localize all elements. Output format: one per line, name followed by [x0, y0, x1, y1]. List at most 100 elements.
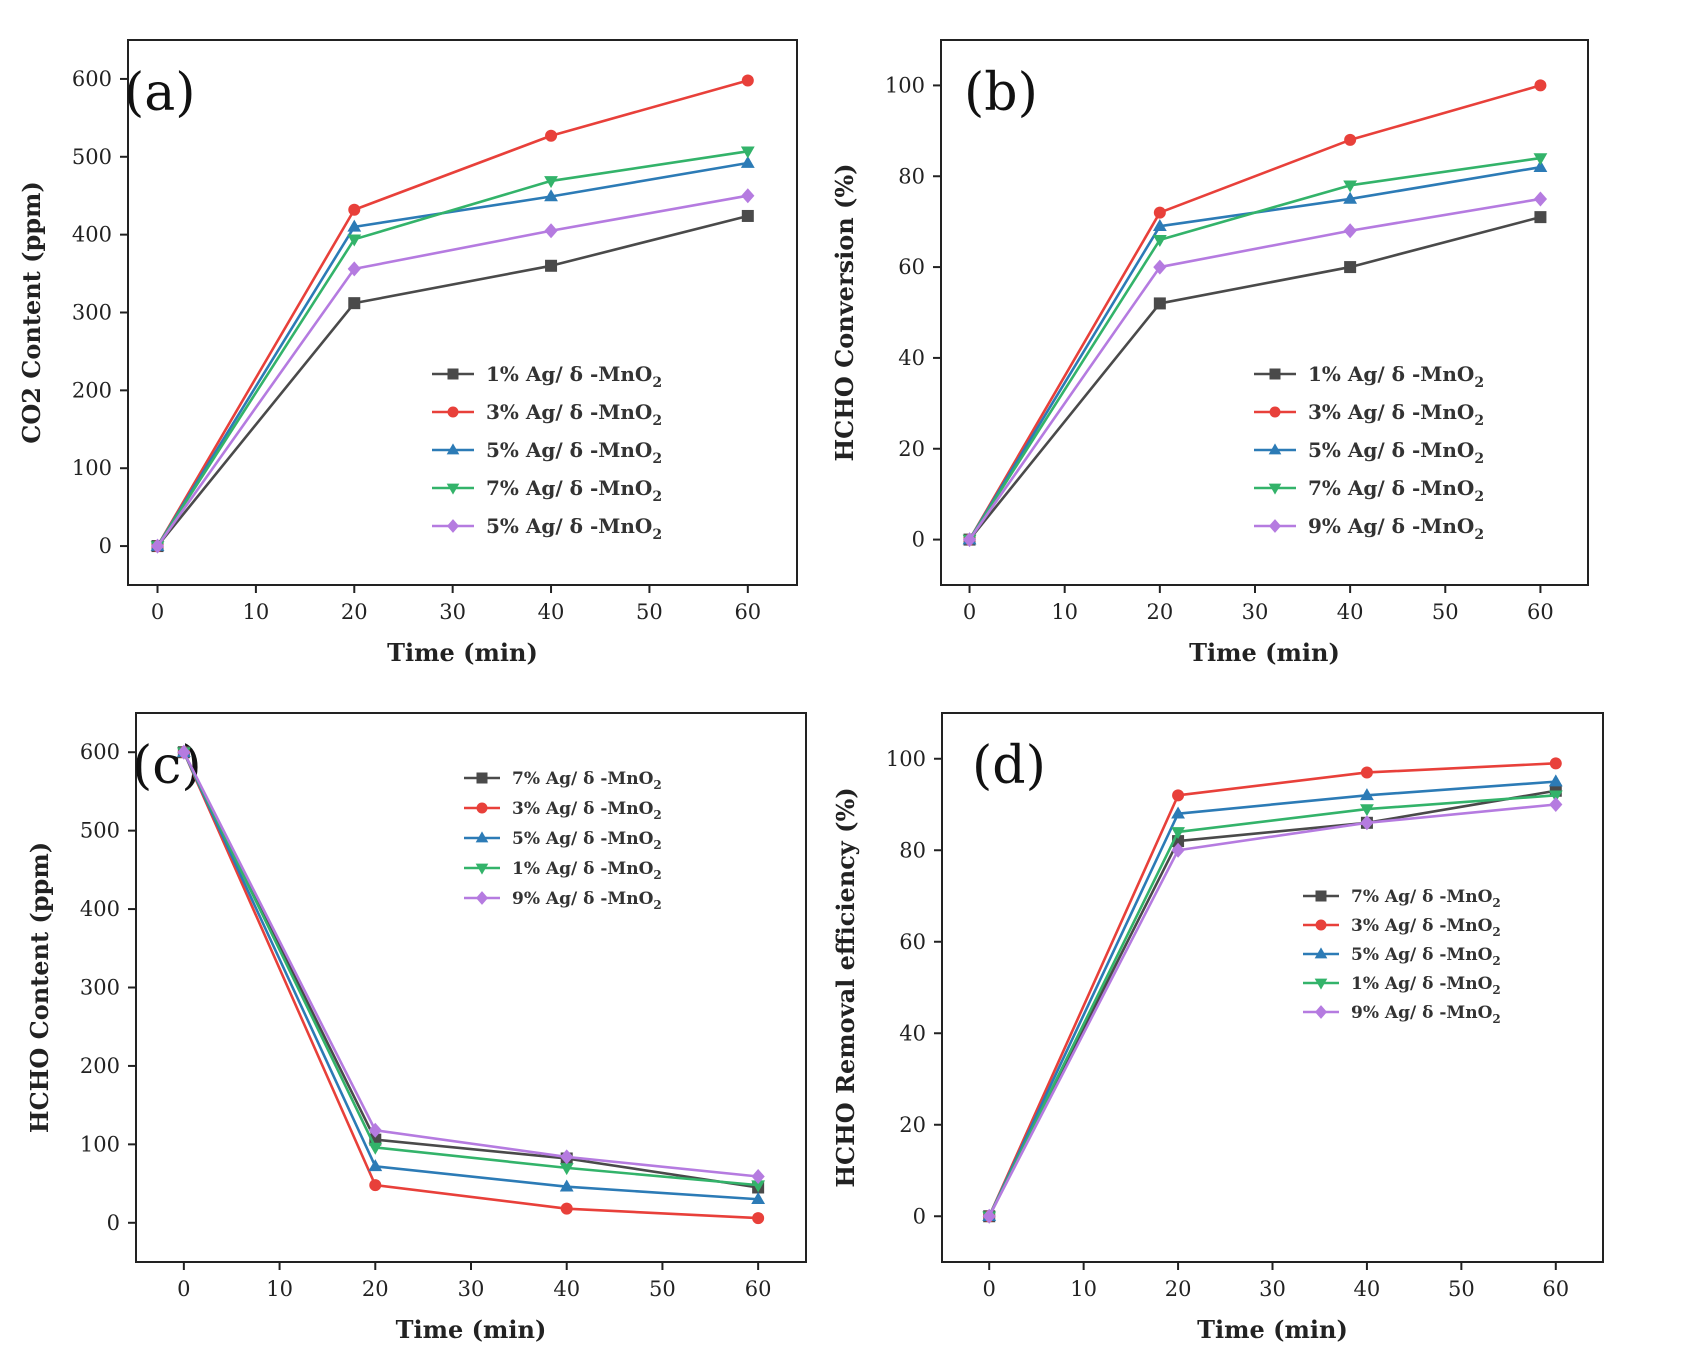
x-tick-label: 10: [243, 600, 270, 624]
data-point: [369, 1179, 382, 1192]
y-tick-label: 80: [898, 164, 925, 188]
legend-label: 5% Ag/ δ -MnO2: [1308, 438, 1484, 467]
series-line: [182, 751, 759, 1189]
y-tick-label: 60: [898, 255, 925, 279]
panel-label: (a): [124, 63, 196, 123]
y-axis-title: HCHO Content (ppm): [25, 842, 54, 1133]
y-tick-label: 100: [72, 456, 112, 480]
data-point: [559, 1179, 574, 1192]
y-tick-label: 300: [80, 976, 120, 1000]
series-line: [988, 794, 1556, 1217]
data-point: [348, 297, 361, 310]
series-line: [156, 194, 749, 547]
x-tick-label: 50: [649, 1277, 676, 1301]
y-tick-label: 80: [899, 838, 926, 862]
legend-item: 7% Ag/ δ -MnO2: [432, 476, 662, 505]
data-point: [1153, 259, 1167, 275]
y-tick-label: 40: [899, 1021, 926, 1045]
x-tick-label: 30: [1259, 1277, 1286, 1301]
y-tick-label: 100: [80, 1132, 120, 1156]
data-point: [1153, 297, 1166, 310]
series-3: [176, 745, 766, 1205]
legend-swatch-marker: [1315, 919, 1327, 931]
legend-swatch-marker: [475, 831, 489, 843]
legend-swatch-marker: [447, 406, 459, 418]
series-3: [982, 774, 1563, 1222]
legend-swatch-marker: [1269, 406, 1281, 418]
data-point: [751, 1192, 766, 1205]
data-point: [1360, 815, 1374, 831]
data-point: [368, 1122, 382, 1138]
y-tick-label: 20: [898, 437, 925, 461]
data-point: [545, 129, 558, 142]
x-tick-label: 40: [553, 1277, 580, 1301]
legend-item: 1% Ag/ δ -MnO2: [1303, 974, 1501, 997]
series-line: [156, 161, 749, 547]
data-point: [1171, 827, 1185, 840]
data-point: [1153, 206, 1166, 219]
x-tick-label: 50: [636, 600, 663, 624]
y-tick-label: 60: [899, 930, 926, 954]
chart-panel-d: 0 10 20 30 40 50 60 0 20 40 60 80 100 Time (min) HCHO …: [831, 712, 1604, 1344]
legend-swatch-marker: [446, 443, 460, 455]
legend-label: 7% Ag/ δ -MnO2: [512, 769, 662, 792]
x-axis-title: Time (min): [396, 1315, 547, 1344]
data-point: [1533, 153, 1548, 166]
data-point: [1343, 180, 1358, 193]
legend-label: 1% Ag/ δ -MnO2: [512, 859, 662, 882]
legend-label: 7% Ag/ δ -MnO2: [486, 476, 662, 505]
data-point: [741, 74, 754, 87]
data-point: [560, 1149, 574, 1165]
y-tick-label: 500: [80, 819, 120, 843]
panel-label: (b): [964, 63, 1038, 123]
data-point: [347, 234, 362, 247]
data-point: [1534, 79, 1547, 92]
legend-item: 9% Ag/ δ -MnO2: [1254, 514, 1484, 543]
legend-label: 9% Ag/ δ -MnO2: [1308, 514, 1484, 543]
legend-item: 1% Ag/ δ -MnO2: [432, 362, 662, 391]
data-point: [1152, 219, 1167, 232]
legend-item: 5% Ag/ δ -MnO2: [432, 438, 662, 467]
x-tick-label: 30: [439, 600, 466, 624]
x-tick-label: 20: [1146, 600, 1173, 624]
legend-item: 5% Ag/ δ -MnO2: [1303, 945, 1501, 968]
data-point: [1548, 790, 1563, 803]
y-tick-label: 200: [72, 378, 112, 402]
x-tick-label: 20: [341, 600, 368, 624]
x-tick-label: 30: [1242, 600, 1269, 624]
data-point: [544, 223, 558, 239]
legend-label: 1% Ag/ δ -MnO2: [1351, 974, 1501, 997]
data-point: [1533, 159, 1548, 172]
legend-item: 7% Ag/ δ -MnO2: [464, 769, 662, 792]
y-tick-label: 300: [72, 301, 112, 325]
series-line: [156, 150, 749, 547]
series-line: [968, 156, 1541, 541]
x-tick-label: 0: [963, 600, 976, 624]
y-axis-title: HCHO Removal efficiency (%): [831, 787, 860, 1187]
x-tick-label: 50: [1432, 600, 1459, 624]
x-tick-label: 60: [745, 1277, 772, 1301]
legend-label: 7% Ag/ δ -MnO2: [1308, 476, 1484, 505]
series-2: [177, 746, 765, 1225]
legend-label: 3% Ag/ δ -MnO2: [486, 400, 662, 429]
plot-frame: [940, 39, 1589, 586]
data-point: [347, 219, 362, 232]
legend-label: 3% Ag/ δ -MnO2: [512, 799, 662, 822]
legend-swatch-marker: [1268, 483, 1282, 495]
data-point: [1152, 235, 1167, 248]
legend-label: 9% Ag/ δ -MnO2: [512, 889, 662, 912]
data-point: [1172, 789, 1185, 802]
legend-swatch-marker: [476, 802, 488, 814]
legend-item: 9% Ag/ δ -MnO2: [464, 889, 662, 912]
y-tick-label: 0: [107, 1211, 120, 1235]
y-tick-label: 40: [898, 346, 925, 370]
series-line: [988, 789, 1557, 1217]
data-point: [560, 1202, 573, 1215]
x-tick-label: 0: [983, 1277, 996, 1301]
data-point: [1549, 757, 1562, 770]
data-point: [962, 532, 977, 548]
